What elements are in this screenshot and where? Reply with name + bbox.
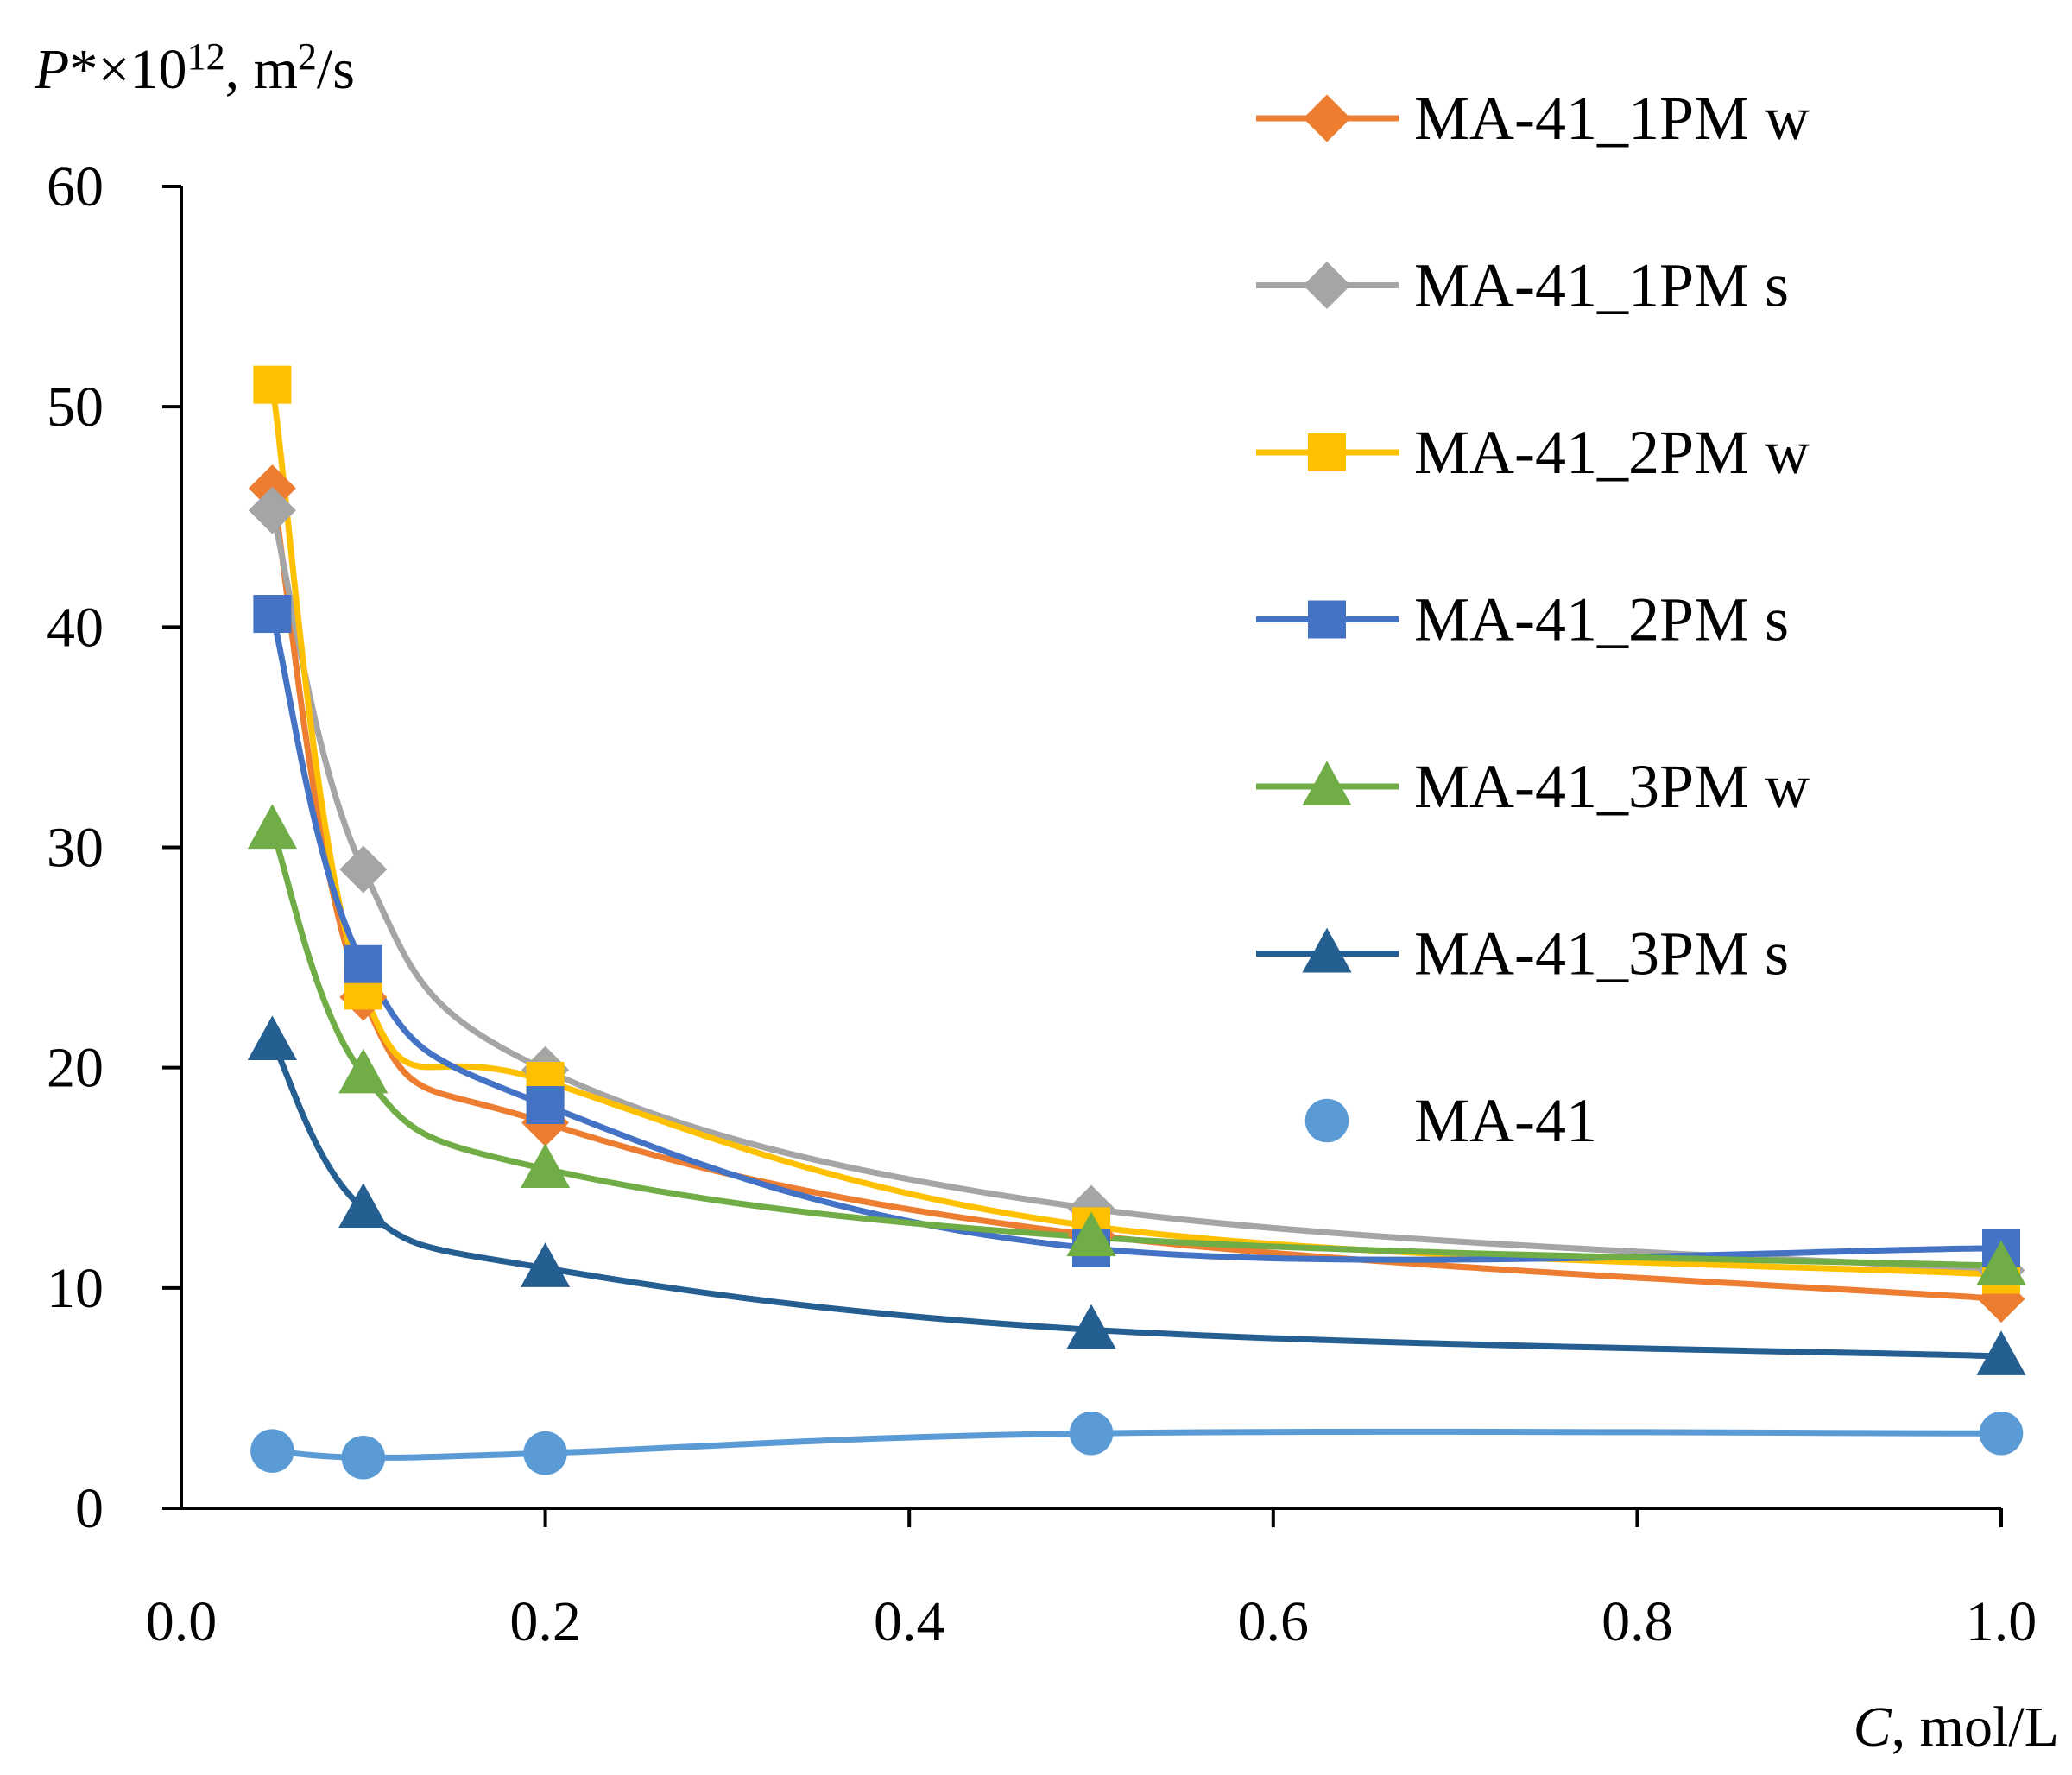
legend: MA-41_1PM w MA-41_1PM s MA-41_2PM w MA-41_2…: [1256, 84, 1810, 1155]
tick-layer: 0 10 20 30 40 50 60 0.0 0.2 0.4 0.6 0.8 1.0: [47, 155, 2037, 1653]
legend-item-ma-41-2pm-s: MA-41_2PM s: [1256, 585, 1789, 654]
y-tick-label: 30: [47, 817, 104, 880]
legend-label: MA-41: [1414, 1086, 1597, 1155]
series-line-ma-41-3pm-w: [269, 828, 2002, 1269]
legend-marker: [1308, 433, 1346, 471]
x-tick-label: 0.2: [509, 1590, 581, 1653]
data-point-ma-41-3pm-s: [1976, 1330, 2026, 1375]
data-point-ma-41-3pm-s: [247, 1015, 297, 1061]
data-point-ma-41-2pm-w: [253, 365, 292, 404]
x-tick-label: 0.8: [1601, 1590, 1673, 1653]
legend-marker: [1308, 600, 1346, 639]
data-point-ma-41: [523, 1431, 567, 1475]
data-point-ma-41-3pm-w: [338, 1048, 388, 1094]
y-tick-label: 40: [47, 596, 104, 659]
y-tick-label: 50: [47, 376, 104, 439]
legend-label: MA-41_1PM w: [1414, 84, 1810, 153]
legend-label: MA-41_3PM s: [1414, 919, 1789, 989]
marker-layer: [247, 365, 2026, 1480]
legend-label: MA-41_3PM w: [1414, 752, 1810, 821]
legend-marker: [1304, 1098, 1349, 1143]
legend-marker: [1302, 927, 1352, 973]
x-tick-label: 0.6: [1238, 1590, 1310, 1653]
x-tick-label: 0.0: [146, 1590, 218, 1653]
data-point-ma-41-2pm-s: [253, 595, 292, 634]
legend-item-ma-41: MA-41: [1304, 1086, 1597, 1155]
data-point-ma-41-2pm-s: [344, 944, 382, 983]
legend-item-ma-41-1pm-s: MA-41_1PM s: [1256, 251, 1789, 320]
x-tick-label: 0.4: [874, 1590, 945, 1653]
y-tick-label: 0: [75, 1477, 104, 1540]
series-line-ma-41-1pm-s: [269, 509, 2002, 1273]
legend-item-ma-41-1pm-w: MA-41_1PM w: [1256, 84, 1810, 153]
data-point-ma-41: [1979, 1411, 2024, 1456]
data-point-ma-41-3pm-w: [521, 1143, 571, 1189]
data-point-ma-41-3pm-s: [1066, 1304, 1116, 1349]
legend-label: MA-41_2PM s: [1414, 585, 1789, 654]
data-point-ma-41-3pm-w: [1066, 1211, 1116, 1257]
legend-item-ma-41-3pm-w: MA-41_3PM w: [1256, 752, 1810, 821]
data-point-ma-41-3pm-w: [247, 804, 297, 850]
data-point-ma-41-1pm-s: [248, 486, 296, 534]
y-tick-label: 10: [47, 1257, 104, 1320]
data-point-ma-41-1pm-s: [339, 845, 388, 894]
data-point-ma-41-3pm-w: [1976, 1240, 2026, 1285]
data-point-ma-41-3pm-s: [521, 1242, 571, 1287]
x-axis-label: C, mol/L: [1854, 1696, 2059, 1759]
series-line-ma-41-2pm-w: [268, 384, 2002, 1279]
legend-label: MA-41_2PM w: [1414, 418, 1810, 487]
legend-marker: [1302, 761, 1352, 805]
x-tick-label: 1.0: [1966, 1590, 2037, 1653]
legend-label: MA-41_1PM s: [1414, 251, 1789, 320]
legend-item-ma-41-2pm-w: MA-41_2PM w: [1256, 418, 1810, 487]
data-point-ma-41: [250, 1429, 294, 1473]
y-tick-label: 60: [47, 155, 104, 218]
data-point-ma-41-2pm-s: [526, 1086, 565, 1125]
legend-item-ma-41-3pm-s: MA-41_3PM s: [1256, 919, 1789, 989]
data-point-ma-41: [341, 1436, 386, 1480]
legend-marker: [1303, 262, 1351, 309]
data-point-ma-41: [1069, 1411, 1114, 1456]
legend-marker: [1303, 94, 1351, 142]
y-tick-label: 20: [47, 1037, 104, 1100]
y-axis-label: P*×1012, m2/s: [34, 35, 355, 101]
data-point-ma-41-3pm-s: [338, 1183, 388, 1228]
